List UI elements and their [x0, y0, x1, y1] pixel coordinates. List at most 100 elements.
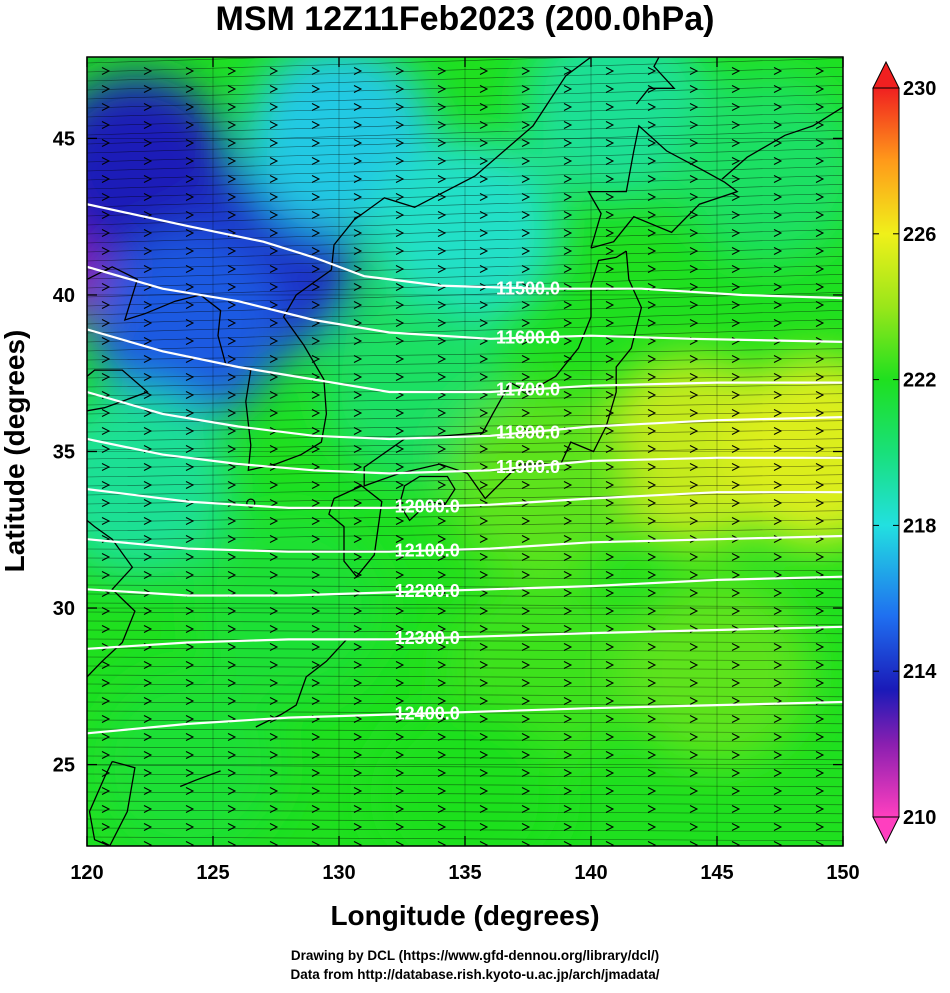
wind-arrow [353, 481, 363, 489]
wind-arrow [269, 553, 279, 561]
wind-arrow [479, 733, 489, 741]
wind-arrow [143, 355, 153, 363]
wind-arrow [185, 247, 195, 255]
wind-arrow [143, 607, 153, 615]
wind-arrow [269, 697, 279, 705]
wind-arrow [311, 157, 321, 165]
wind-arrow [773, 175, 783, 183]
wind-arrow [227, 787, 237, 795]
wind-arrow [269, 193, 279, 201]
wind-arrow [605, 661, 615, 669]
wind-arrow [605, 193, 615, 201]
contour-line [87, 575, 843, 597]
wind-arrow [311, 553, 321, 561]
wind-arrow [437, 445, 447, 453]
wind-arrow [479, 715, 489, 723]
wind-arrow [605, 643, 615, 651]
wind-arrow [185, 67, 195, 75]
streamline [87, 166, 843, 190]
wind-arrow [605, 139, 615, 147]
field-sample [92, 231, 283, 422]
wind-arrow [311, 733, 321, 741]
wind-arrow [521, 409, 531, 417]
wind-arrow [479, 643, 489, 651]
wind-arrow [773, 121, 783, 129]
wind-arrow [227, 571, 237, 579]
wind-arrow [269, 355, 279, 363]
colorbar-tick-label: 214 [903, 661, 937, 683]
contour-label: 11800.0 [496, 422, 560, 442]
wind-arrow [731, 751, 741, 759]
wind-arrow [311, 175, 321, 183]
wind-arrow [185, 391, 195, 399]
wind-arrow [185, 373, 195, 381]
wind-arrow [437, 175, 447, 183]
wind-arrow [647, 373, 657, 381]
wind-arrow [689, 679, 699, 687]
wind-arrow [605, 787, 615, 795]
streamline [87, 611, 843, 617]
wind-arrow [185, 643, 195, 651]
wind-arrow [815, 175, 825, 183]
wind-arrow [185, 535, 195, 543]
wind-arrow [185, 337, 195, 345]
wind-arrow [101, 445, 111, 453]
wind-arrow [689, 445, 699, 453]
wind-arrow [227, 265, 237, 273]
wind-arrow [521, 193, 531, 201]
streamline [87, 602, 843, 608]
wind-arrow [521, 355, 531, 363]
wind-arrow [563, 103, 573, 111]
wind-arrow [521, 805, 531, 813]
wind-arrow [353, 679, 363, 687]
wind-arrow [647, 247, 657, 255]
wind-arrow [563, 697, 573, 705]
wind-arrow [185, 121, 195, 129]
wind-arrow [395, 607, 405, 615]
wind-arrow [647, 229, 657, 237]
wind-arrow [269, 679, 279, 687]
field-sample [622, 575, 812, 766]
wind-arrow [773, 247, 783, 255]
wind-arrow [227, 283, 237, 291]
wind-arrow [395, 625, 405, 633]
wind-arrow [647, 553, 657, 561]
wind-arrow [563, 715, 573, 723]
wind-arrow [605, 463, 615, 471]
wind-arrow [143, 265, 153, 273]
coastline-jeju [246, 498, 256, 508]
wind-arrow [227, 535, 237, 543]
wind-arrow [689, 643, 699, 651]
wind-arrow [227, 139, 237, 147]
wind-arrow [605, 337, 615, 345]
wind-arrow [143, 67, 153, 75]
wind-arrow [395, 301, 405, 309]
wind-arrow [815, 481, 825, 489]
wind-arrow [521, 121, 531, 129]
wind-arrow [227, 841, 237, 846]
wind-arrow [101, 751, 111, 759]
streamline [87, 175, 843, 199]
wind-arrow [395, 841, 405, 846]
x-tick-label: 130 [322, 862, 355, 884]
wind-arrow [731, 733, 741, 741]
wind-arrow [311, 841, 321, 846]
wind-arrow [185, 103, 195, 111]
wind-arrow [689, 715, 699, 723]
streamline [87, 719, 843, 725]
wind-arrow [563, 157, 573, 165]
wind-arrow [101, 607, 111, 615]
wind-arrow [143, 121, 153, 129]
wind-arrow [731, 463, 741, 471]
wind-arrow [269, 229, 279, 237]
wind-arrow [773, 589, 783, 597]
colorbar-min-arrow [872, 816, 900, 845]
wind-arrow [437, 355, 447, 363]
wind-arrow [101, 427, 111, 435]
wind-arrow [353, 67, 363, 75]
wind-arrow [479, 805, 489, 813]
coastline-sakhalin [635, 57, 676, 105]
wind-arrow [185, 805, 195, 813]
wind-arrow [437, 751, 447, 759]
wind-arrow [437, 265, 447, 273]
